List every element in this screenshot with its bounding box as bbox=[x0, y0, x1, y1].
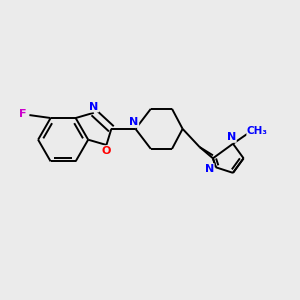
Text: N: N bbox=[205, 164, 214, 174]
Text: N: N bbox=[89, 102, 98, 112]
Text: CH₃: CH₃ bbox=[247, 126, 268, 136]
Text: N: N bbox=[227, 132, 236, 142]
Text: O: O bbox=[102, 146, 111, 156]
Text: F: F bbox=[19, 109, 27, 119]
Text: N: N bbox=[129, 117, 139, 128]
